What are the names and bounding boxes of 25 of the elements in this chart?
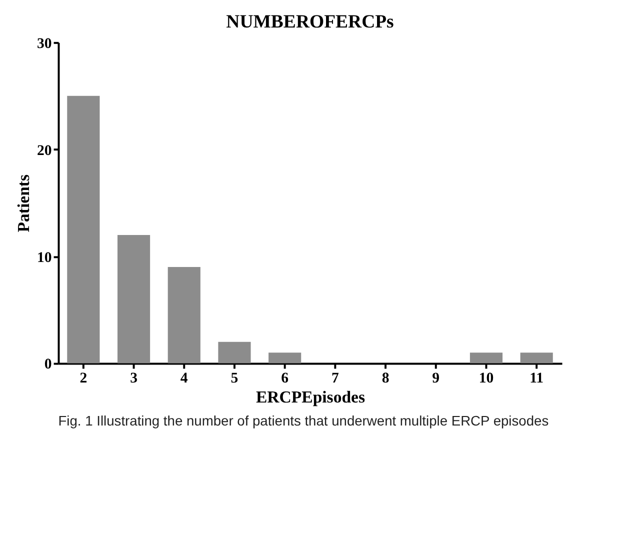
caption: Fig. 1 Illustrating the number of patients that underwent multiple ERCP episodes <box>58 412 549 428</box>
y-axis-title: Patients <box>14 174 34 232</box>
x-tick-label: 3 <box>130 370 138 387</box>
x-tick-label: 2 <box>80 370 88 387</box>
x-tick-label: 11 <box>530 370 544 387</box>
y-tick-label: 10 <box>37 250 52 266</box>
chart-title: NUMBEROFERCPs <box>226 12 394 33</box>
y-tick-label: 20 <box>37 142 52 159</box>
bar <box>67 96 100 364</box>
x-tick-label: 8 <box>382 370 390 387</box>
y-tick-label: 30 <box>37 36 52 52</box>
x-tick-label: 10 <box>478 370 494 387</box>
bar <box>117 234 150 364</box>
bar <box>218 342 251 364</box>
bar <box>470 352 503 364</box>
bar <box>268 352 302 364</box>
y-tick-label: 0 <box>44 356 52 373</box>
bar <box>168 267 200 364</box>
x-tick-label: 7 <box>331 370 340 387</box>
x-axis-title: ERCPEpisodes <box>256 387 366 406</box>
x-tick-label: 4 <box>180 370 188 387</box>
x-tick-label: 6 <box>281 370 289 387</box>
x-tick-label: 5 <box>230 370 238 387</box>
x-tick-label: 9 <box>432 370 440 387</box>
bar <box>520 352 553 364</box>
